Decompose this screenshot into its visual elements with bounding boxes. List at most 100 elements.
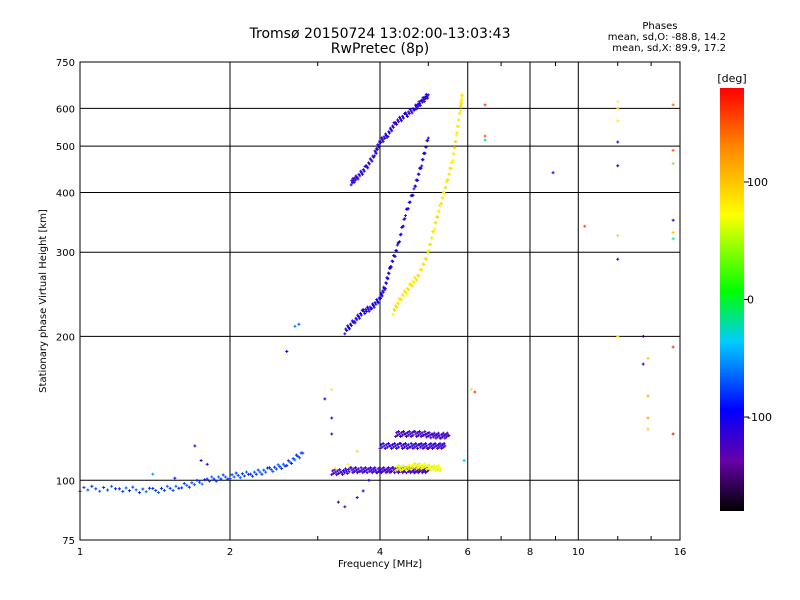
data-point xyxy=(258,470,262,474)
data-point xyxy=(297,322,301,326)
data-point xyxy=(395,446,399,450)
data-point xyxy=(144,490,148,494)
data-point xyxy=(391,259,395,263)
data-point xyxy=(440,443,444,447)
data-point xyxy=(447,434,451,438)
data-point xyxy=(349,466,353,470)
data-point xyxy=(267,466,271,470)
data-point xyxy=(367,162,371,166)
data-point xyxy=(671,237,675,241)
data-point xyxy=(358,312,362,316)
data-point xyxy=(384,443,388,447)
data-point xyxy=(173,476,177,480)
data-point xyxy=(425,257,429,261)
data-point xyxy=(383,137,387,141)
data-point xyxy=(264,470,268,474)
data-point xyxy=(422,433,426,437)
data-point xyxy=(254,472,258,476)
data-point xyxy=(419,467,423,471)
data-point xyxy=(378,139,382,143)
data-point xyxy=(430,236,434,240)
data-point xyxy=(394,434,398,438)
data-point xyxy=(256,468,260,472)
colorbar-ticks: 100 0 -100 xyxy=(744,176,772,424)
data-point xyxy=(416,431,420,435)
data-point xyxy=(417,462,421,466)
data-point xyxy=(425,431,429,435)
data-point xyxy=(459,102,463,106)
data-point xyxy=(434,469,438,473)
data-point xyxy=(424,145,428,149)
data-point xyxy=(426,466,430,470)
data-point xyxy=(396,118,400,122)
data-point xyxy=(432,445,436,449)
data-point xyxy=(168,486,172,490)
data-point xyxy=(414,103,418,107)
data-point xyxy=(452,152,456,156)
data-point xyxy=(375,148,379,152)
data-point xyxy=(373,301,377,305)
data-point xyxy=(419,166,423,170)
data-point xyxy=(411,433,415,437)
data-point xyxy=(410,444,414,448)
data-point xyxy=(457,118,461,122)
data-point xyxy=(453,146,457,150)
data-point xyxy=(363,312,367,316)
data-point xyxy=(399,441,403,445)
data-point xyxy=(427,249,431,253)
data-point xyxy=(646,416,650,420)
data-point xyxy=(395,122,399,126)
data-point xyxy=(280,467,284,471)
data-point xyxy=(359,169,363,173)
data-point xyxy=(428,433,432,437)
data-point xyxy=(185,483,189,487)
data-point xyxy=(357,172,361,176)
data-point xyxy=(221,473,225,477)
data-point xyxy=(396,302,400,306)
data-point xyxy=(425,251,429,255)
data-point xyxy=(411,446,415,450)
data-point xyxy=(420,164,424,168)
data-point xyxy=(427,443,431,447)
data-point xyxy=(420,444,424,448)
data-point xyxy=(407,463,411,467)
data-point xyxy=(192,483,196,487)
data-point xyxy=(330,387,334,391)
data-point xyxy=(348,327,352,331)
data-point xyxy=(344,469,348,473)
data-point xyxy=(354,316,358,320)
data-point xyxy=(134,488,138,492)
data-point xyxy=(436,467,440,471)
data-point xyxy=(365,309,369,313)
data-point xyxy=(117,487,121,491)
data-point xyxy=(296,454,300,458)
data-point xyxy=(205,462,209,466)
data-point xyxy=(323,397,327,401)
data-point xyxy=(396,443,400,447)
data-point xyxy=(441,435,445,439)
data-point xyxy=(391,312,395,316)
data-point xyxy=(356,313,360,317)
data-point xyxy=(671,148,675,152)
data-point xyxy=(293,458,297,462)
data-point xyxy=(373,154,377,158)
data-point xyxy=(399,232,403,236)
data-point xyxy=(365,305,369,309)
data-point xyxy=(396,433,400,437)
data-point xyxy=(381,290,385,294)
data-point xyxy=(341,472,345,476)
data-point xyxy=(379,297,383,301)
data-point xyxy=(398,115,402,119)
data-point xyxy=(387,468,391,472)
data-point xyxy=(403,214,407,218)
data-point xyxy=(426,446,430,450)
data-point xyxy=(423,95,427,99)
data-point xyxy=(195,478,199,482)
data-point xyxy=(401,224,405,228)
data-point xyxy=(409,441,413,445)
data-point xyxy=(399,469,403,473)
x-tick-label: 6 xyxy=(465,547,471,558)
data-point xyxy=(616,164,620,168)
data-point xyxy=(386,277,390,281)
data-point xyxy=(374,302,378,306)
